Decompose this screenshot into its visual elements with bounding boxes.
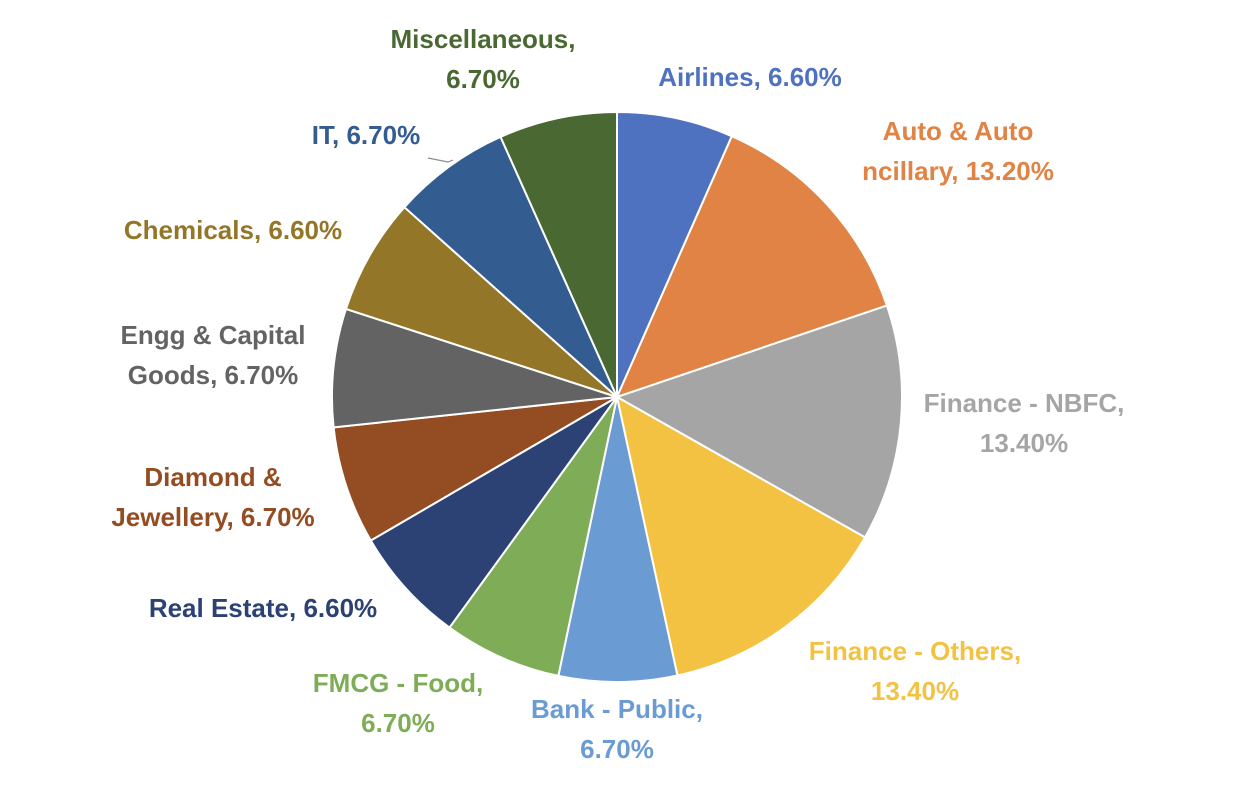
pie-slice-diamond-jewellery — [332, 396, 618, 542]
slice-label-airlines: Airlines, 6.60% — [658, 62, 842, 92]
slice-label-bank-public: Bank - Public, 6.70% — [531, 694, 703, 764]
pie-slice-airlines — [616, 110, 734, 398]
slice-label-miscellaneous: Miscellaneous, 6.70% — [391, 24, 576, 94]
pie-slice-bank-public — [557, 396, 679, 683]
slice-label-it: IT, 6.70% — [312, 120, 420, 150]
slice-label-real-estate: Real Estate, 6.60% — [149, 593, 377, 623]
slices-layer — [331, 110, 903, 683]
pie-slice-it — [402, 135, 618, 398]
leader-lines-layer — [427, 157, 454, 163]
slice-label-finance-nbfc: Finance - NBFC, 13.40% — [924, 388, 1125, 458]
slice-label-diamond-jewellery: Diamond & Jewellery, 6.70% — [111, 462, 314, 532]
pie-slice-real-estate — [369, 396, 618, 629]
pie-slice-finance-nbfc — [614, 304, 903, 539]
labels-layer: Airlines, 6.60% Auto & Auto ncillary, 13.2… — [111, 24, 1124, 764]
pie-slice-finance-others — [615, 395, 867, 677]
slice-label-finance-others: Finance - Others, 13.40% — [809, 636, 1021, 706]
slice-label-fmcg-food: FMCG - Food, 6.70% — [313, 668, 483, 738]
pie-slice-chemicals — [344, 205, 618, 398]
pie-slice-auto-auto-ancillary — [615, 134, 889, 399]
pie-slice-engg-capital-goods — [331, 307, 618, 429]
slice-label-chemicals: Chemicals, 6.60% — [124, 215, 342, 245]
leader-line-it — [427, 157, 454, 163]
pie-slice-fmcg-food — [448, 396, 618, 678]
pie-slice-miscellaneous — [499, 110, 618, 398]
slice-label-engg-capital-goods: Engg & Capital Goods, 6.70% — [121, 320, 306, 390]
slice-label-auto-auto-ancillary: Auto & Auto ncillary, 13.20% — [862, 116, 1054, 186]
